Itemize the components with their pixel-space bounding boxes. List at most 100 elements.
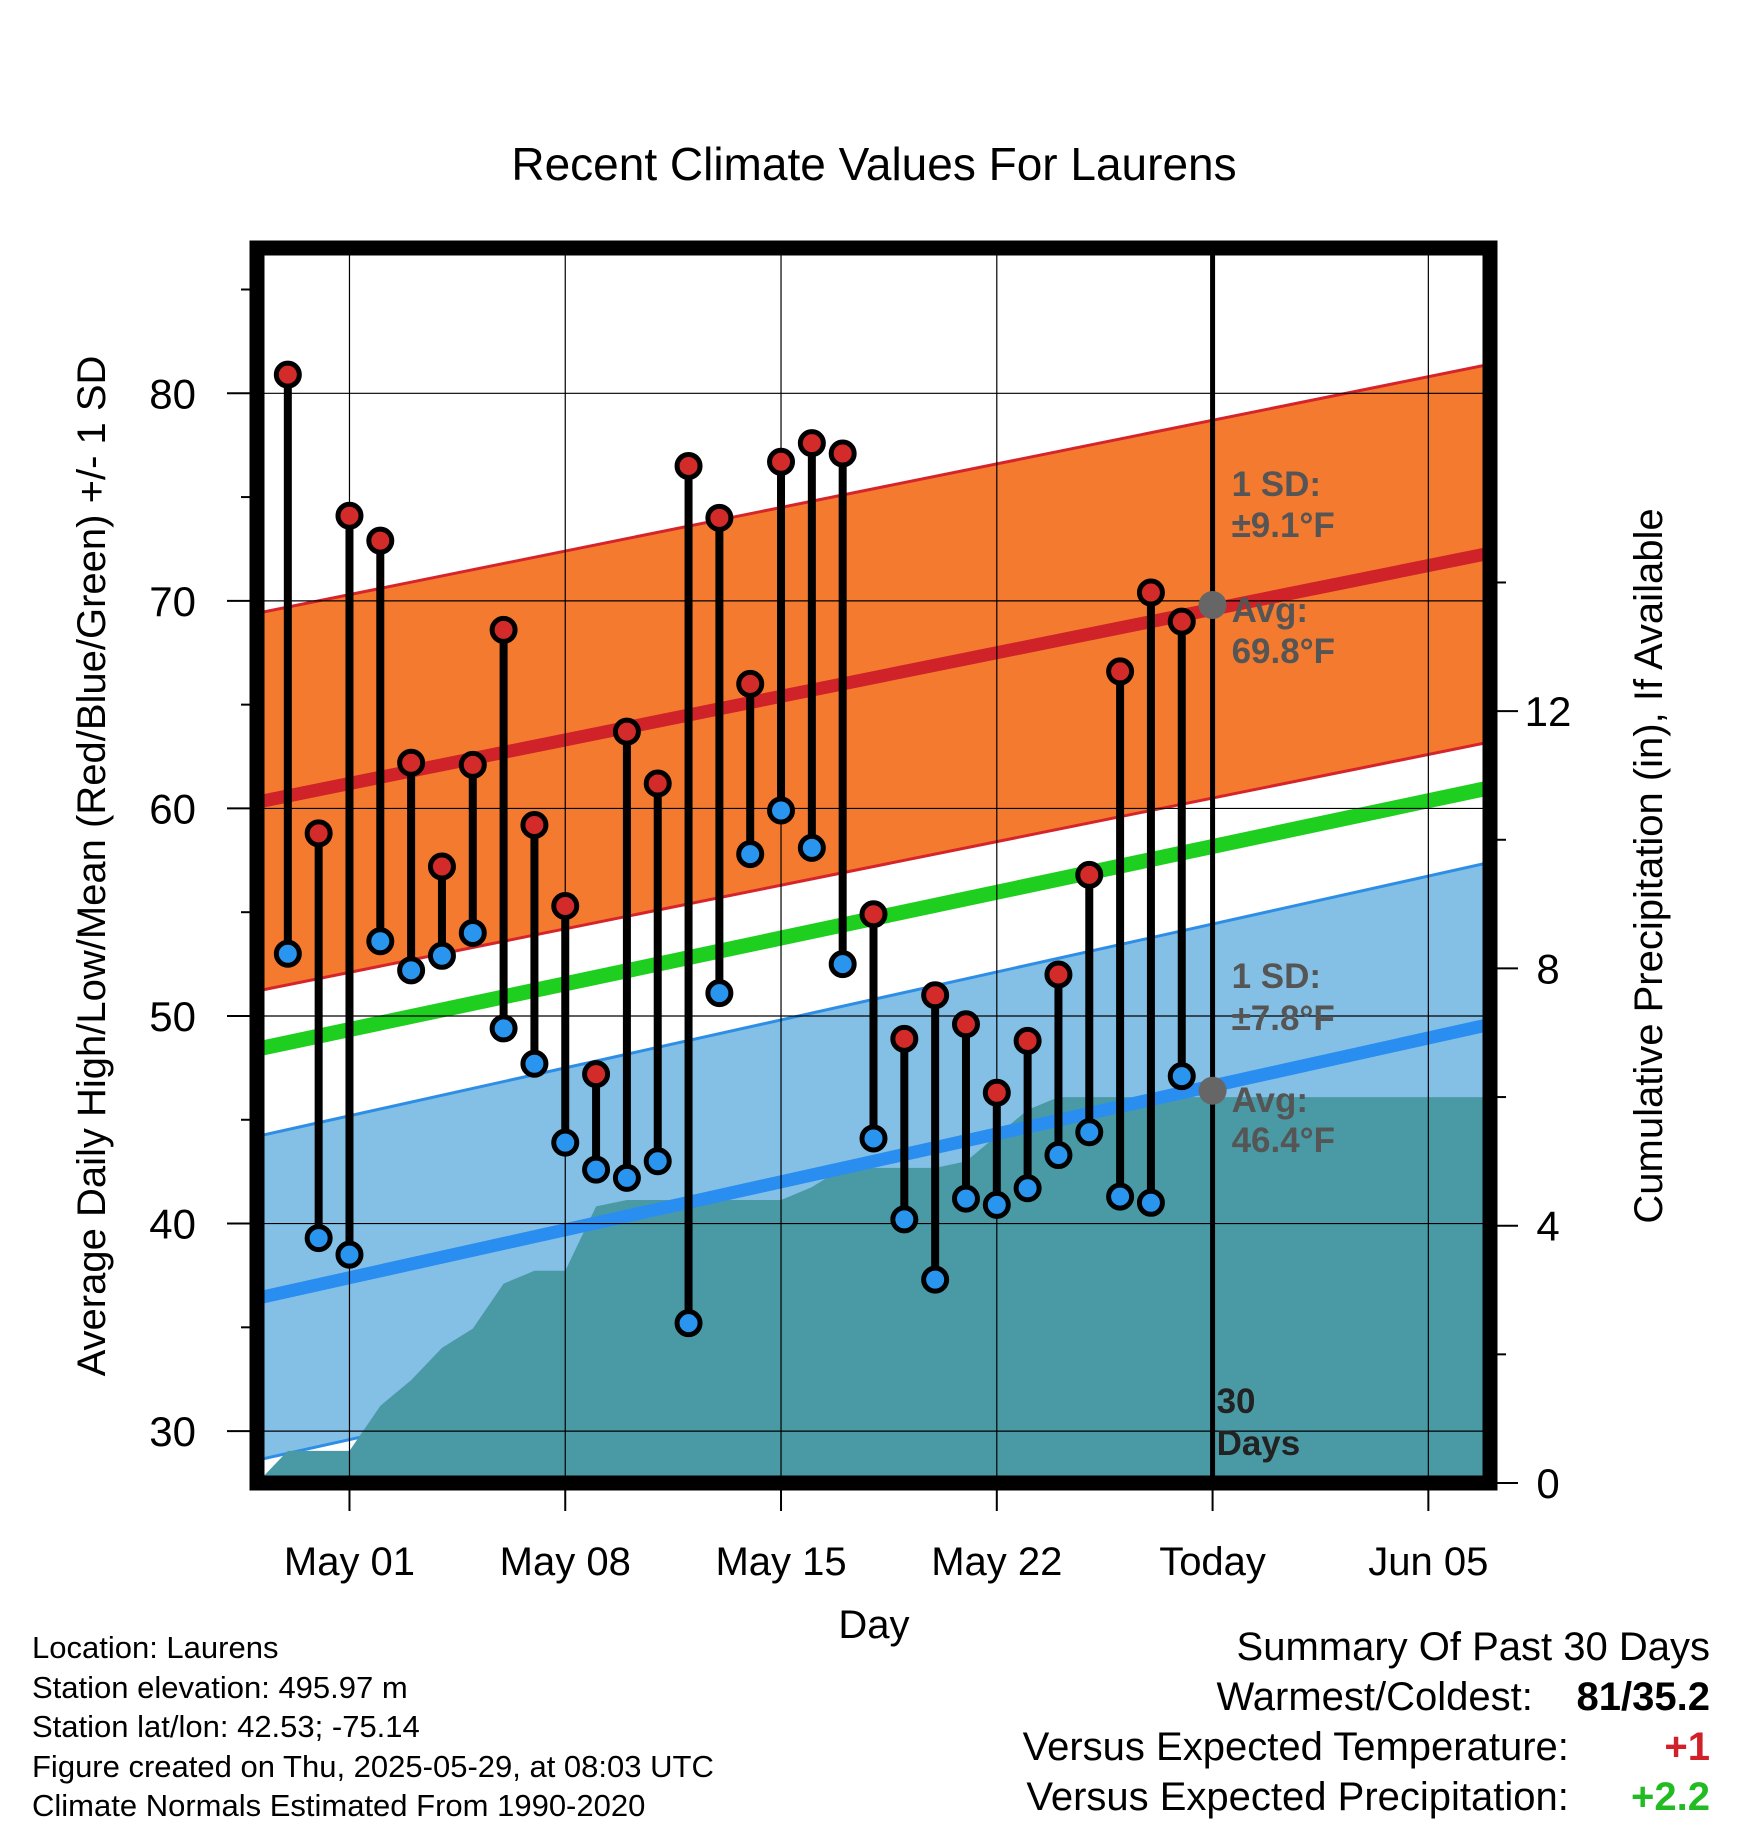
daily-low-point	[890, 1205, 919, 1234]
x-axis-label: Day	[838, 1603, 909, 1647]
daily-low-point	[335, 1240, 364, 1269]
today-high-avg-marker	[1198, 591, 1227, 620]
chart-title: Recent Climate Values For Laurens	[511, 138, 1236, 190]
today-days-word: Days	[1217, 1424, 1301, 1463]
y-tick-label: 40	[149, 1201, 196, 1248]
daily-low-point	[705, 979, 734, 1008]
precip-value: +2.2	[1631, 1775, 1710, 1819]
warm-cold-label: Warmest/Coldest:	[1216, 1675, 1533, 1719]
low-avg-line	[257, 1017, 1490, 1305]
daily-high-point	[582, 1060, 611, 1089]
y-tick-label: 60	[149, 785, 196, 832]
daily-low-point	[458, 918, 487, 947]
daily-high-point	[1136, 578, 1165, 607]
daily-high-point	[736, 669, 765, 698]
daily-low-point	[797, 833, 826, 862]
temp-value: +1	[1664, 1725, 1710, 1769]
daily-low-point	[427, 941, 456, 970]
precip-label: Versus Expected Precipitation:	[1026, 1775, 1569, 1819]
daily-high-point	[1075, 860, 1104, 889]
created-text: Figure created on Thu, 2025-05-29, at 08…	[32, 1748, 714, 1784]
temp-label: Versus Expected Temperature:	[1022, 1725, 1569, 1769]
summary-panel: Summary Of Past 30 Days Warmest/Coldest:…	[1023, 1622, 1710, 1822]
x-tick-label: Today	[1159, 1540, 1266, 1584]
daily-high-point	[797, 429, 826, 458]
low-sd-value: ±7.8°F	[1232, 999, 1335, 1038]
daily-high-point	[489, 615, 518, 644]
x-tick-label: May 22	[931, 1540, 1062, 1584]
daily-low-point	[767, 796, 796, 825]
x-tick-label: May 08	[500, 1540, 631, 1584]
y2-tick-label: 0	[1536, 1460, 1559, 1507]
daily-high-point	[1044, 960, 1073, 989]
daily-low-point	[1044, 1141, 1073, 1170]
daily-low-point	[643, 1147, 672, 1176]
summary-precip: Versus Expected Precipitation: +2.2	[1023, 1772, 1710, 1822]
high-sd-label: 1 SD:	[1232, 465, 1321, 504]
y-tick-label: 50	[149, 993, 196, 1040]
y2-axis-label: Cumulative Precipitation (in), If Availa…	[1627, 508, 1671, 1223]
elevation-text: Station elevation: 495.97 m	[32, 1669, 408, 1705]
daily-low-point	[397, 956, 426, 985]
x-tick-label: May 01	[284, 1540, 415, 1584]
y-axis-label: Average Daily High/Low/Mean (Red/Blue/Gr…	[70, 356, 114, 1377]
daily-high-point	[520, 811, 549, 840]
high-sd-value: ±9.1°F	[1232, 506, 1335, 545]
daily-low-point	[489, 1014, 518, 1043]
plot-area	[257, 248, 1490, 1483]
daily-high-point	[366, 526, 395, 555]
latlon-text: Station lat/lon: 42.53; -75.14	[32, 1709, 420, 1744]
y-tick-label: 30	[149, 1408, 196, 1455]
daily-high-point	[828, 439, 857, 468]
daily-low-point	[1167, 1062, 1196, 1091]
summary-temp: Versus Expected Temperature: +1	[1023, 1722, 1710, 1772]
high-avg-value: 69.8°F	[1232, 632, 1336, 671]
high-sd-band-upper-edge	[257, 362, 1490, 615]
daily-low-point	[1106, 1182, 1135, 1211]
daily-low-point	[982, 1190, 1011, 1219]
daily-high-point	[643, 769, 672, 798]
daily-high-point	[890, 1024, 919, 1053]
daily-high-point	[674, 451, 703, 480]
high-sd-band-lower-edge	[257, 740, 1490, 993]
low-avg-value: 46.4°F	[1232, 1121, 1336, 1160]
daily-high-point	[1106, 657, 1135, 686]
daily-high-point	[859, 900, 888, 929]
daily-high-point	[1167, 607, 1196, 636]
daily-low-point	[674, 1309, 703, 1338]
daily-high-point	[427, 852, 456, 881]
today-days-number: 30	[1217, 1382, 1256, 1421]
daily-high-point	[335, 501, 364, 530]
daily-low-point	[736, 840, 765, 869]
x-tick-label: May 15	[715, 1540, 846, 1584]
x-tick-label: Jun 05	[1368, 1540, 1488, 1584]
daily-low-point	[304, 1224, 333, 1253]
daily-high-point	[612, 717, 641, 746]
daily-high-point	[1013, 1026, 1042, 1055]
daily-high-point	[397, 748, 426, 777]
daily-high-point	[982, 1078, 1011, 1107]
daily-low-point	[520, 1049, 549, 1078]
daily-low-point	[828, 950, 857, 979]
y2-tick-label: 4	[1536, 1203, 1559, 1250]
daily-high-point	[951, 1010, 980, 1039]
daily-low-point	[366, 927, 395, 956]
plot-frame	[249, 240, 1498, 1491]
daily-low-point	[921, 1265, 950, 1294]
summary-title: Summary Of Past 30 Days	[1236, 1625, 1710, 1669]
y-tick-label: 80	[149, 370, 196, 417]
daily-high-point	[705, 503, 734, 532]
daily-high-point	[304, 819, 333, 848]
daily-low-point	[951, 1184, 980, 1213]
daily-low-point	[1075, 1118, 1104, 1147]
location-text: Location: Laurens	[32, 1630, 279, 1665]
daily-high-point	[551, 891, 580, 920]
daily-low-point	[612, 1163, 641, 1192]
low-avg-label: Avg:	[1232, 1081, 1308, 1120]
daily-low-point	[582, 1155, 611, 1184]
low-sd-label: 1 SD:	[1232, 957, 1321, 996]
summary-warm-cold: Warmest/Coldest: 81/35.2	[1023, 1672, 1711, 1722]
normals-text: Climate Normals Estimated From 1990-2020	[32, 1788, 646, 1823]
daily-low-point	[551, 1128, 580, 1157]
